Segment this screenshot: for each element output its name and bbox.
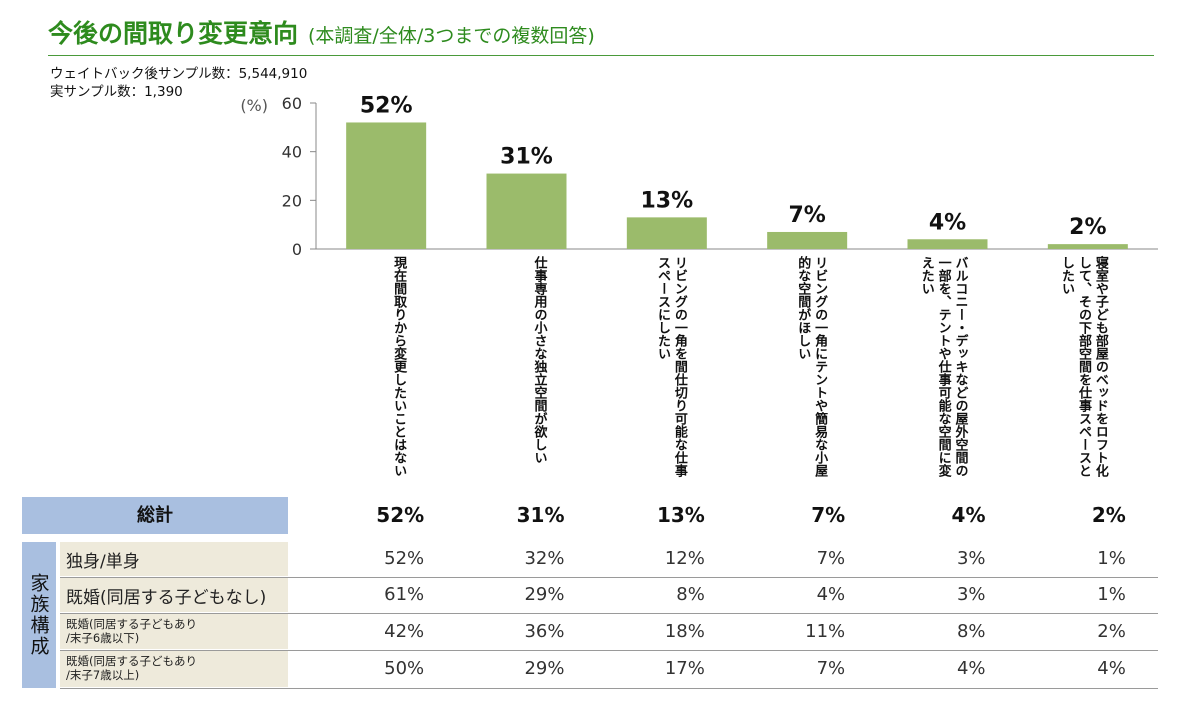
title-sub: (本調査/全体/3つまでの複数回答): [308, 25, 595, 47]
total-value: 13%: [656, 503, 705, 527]
category-label: リビングの一角にテントや簡易な小屋的な空間がほしい: [795, 256, 828, 477]
table-cell: 1%: [1097, 584, 1126, 605]
bar: [486, 173, 567, 249]
row-label: 既婚(同居する子どもあり /末子6歳以下): [60, 614, 288, 649]
bar: [767, 231, 848, 249]
table-cell: 36%: [524, 620, 565, 642]
y-tick-label: 40: [282, 143, 302, 162]
table-cell: 12%: [664, 548, 705, 569]
category-label: 現在間取りから変更したいことはない: [391, 256, 407, 477]
table-cell: 3%: [956, 584, 986, 605]
row-label: 既婚(同居する子どもあり /末子7歳以上): [60, 651, 288, 687]
y-axis-label: (%): [240, 96, 268, 115]
total-value: 7%: [811, 503, 846, 527]
table-cell: 8%: [676, 584, 705, 605]
bar-chart: 0 20 40 60 (%) 52% 31% 13% 7% 4% 2%: [240, 93, 1158, 259]
title-main: 今後の間取り変更意向: [48, 19, 299, 48]
total-value: 2%: [1091, 503, 1126, 527]
table-cell: 32%: [524, 548, 565, 569]
bar: [907, 239, 988, 249]
family-structure-header: 家族構成: [22, 542, 56, 688]
bar: [1047, 244, 1128, 249]
bar-value-label: 7%: [788, 203, 825, 228]
table-cell: 61%: [384, 584, 425, 605]
table-cell: 29%: [524, 658, 565, 679]
weighted-sample-count: ウェイトバック後サンプル数：5,544,910: [50, 66, 308, 82]
total-value: 52%: [376, 503, 425, 527]
category-label: 仕事専用の小さな独立空間が欲しい: [531, 256, 547, 464]
total-value: 31%: [516, 503, 565, 527]
table-cell: 4%: [956, 658, 986, 679]
table-cell: 2%: [1097, 620, 1126, 642]
table-cell: 52%: [384, 548, 425, 569]
table-cell: 7%: [816, 658, 846, 679]
table-cell: 11%: [805, 620, 846, 642]
bar-value-label: 52%: [360, 93, 413, 118]
category-label: バルコニー・デッキなどの屋外空間の一部を、テントや仕事可能な空間に変えたい: [918, 256, 968, 477]
table-cell: 29%: [524, 584, 565, 605]
total-header: 総計: [22, 497, 288, 534]
y-tick-label: 0: [292, 240, 302, 259]
table-cell: 18%: [664, 620, 705, 642]
row-divider: [60, 650, 1158, 651]
bar-value-label: 4%: [929, 210, 966, 235]
table-cell: 1%: [1097, 548, 1126, 569]
chart-title: 今後の間取り変更意向 (本調査/全体/3つまでの複数回答): [48, 14, 595, 50]
row-label: 独身/単身: [60, 542, 288, 576]
table-cell: 4%: [816, 584, 846, 605]
table-cell: 8%: [956, 620, 986, 642]
y-tick-label: 20: [282, 191, 302, 210]
table-cell: 4%: [1097, 658, 1126, 679]
table-cell: 3%: [956, 548, 986, 569]
row-divider: [60, 577, 1158, 578]
row-label: 既婚(同居する子どもなし): [60, 578, 288, 612]
table-cell: 42%: [384, 620, 425, 642]
bar-value-label: 13%: [640, 188, 693, 213]
y-tick-label: 60: [282, 94, 302, 113]
row-divider: [60, 688, 1158, 689]
table-cell: 17%: [664, 658, 705, 679]
bar-value-label: 2%: [1069, 215, 1106, 240]
actual-sample-count: 実サンプル数：1,390: [50, 84, 183, 100]
table-cell: 50%: [384, 658, 425, 679]
category-label: 寝室や子ども部屋のベッドをロフト化して、その下部空間を仕事スペースとしたい: [1059, 256, 1108, 477]
table-cell: 7%: [816, 548, 846, 569]
category-label: リビングの一角を間仕切り可能な仕事スペースにしたい: [654, 256, 687, 477]
title-divider: [48, 55, 1154, 56]
bar: [346, 122, 427, 249]
row-divider: [60, 613, 1158, 614]
bar-value-label: 31%: [500, 145, 553, 170]
total-value: 4%: [951, 503, 986, 527]
bar: [626, 217, 707, 249]
